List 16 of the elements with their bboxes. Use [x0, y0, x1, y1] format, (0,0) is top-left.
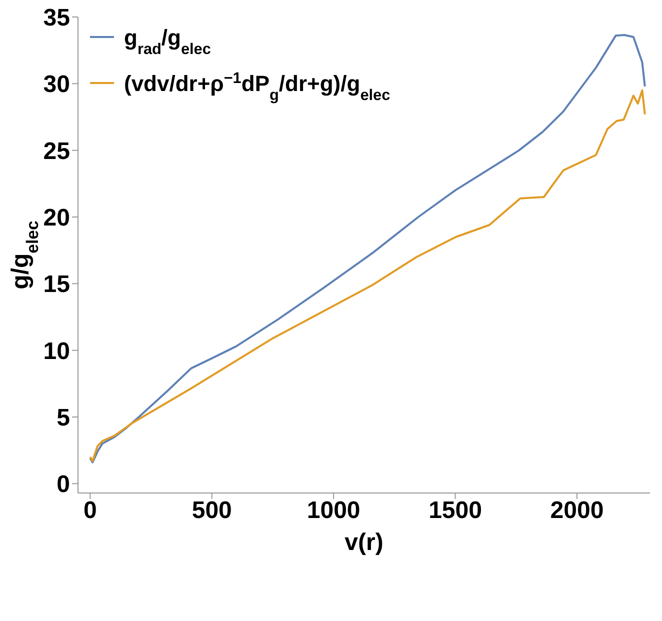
x-tick-label: 1500 — [428, 497, 482, 524]
y-tick-label: 10 — [43, 338, 70, 365]
x-axis-title: v(r) — [344, 529, 384, 556]
y-tick-label: 30 — [43, 71, 70, 98]
legend-label: g$_{rad}$/g$_{elec}$ — [124, 25, 212, 58]
y-tick-label: 5 — [56, 404, 70, 432]
y-tick-label: 35 — [43, 4, 70, 32]
y-tick-label: 25 — [43, 138, 70, 165]
legend-label: (vdv/dr+ρ$^{−1}$dP$_{g}$/dr+g)/g$_{elec}$ — [124, 70, 391, 104]
y-tick-label: 0 — [56, 471, 70, 498]
x-tick-label: 0 — [83, 497, 97, 524]
x-tick-label: 2000 — [550, 497, 604, 524]
x-tick-label: 1000 — [306, 497, 360, 524]
x-tick-label: 500 — [192, 497, 232, 524]
y-tick-label: 15 — [43, 271, 70, 298]
y-tick-label: 20 — [43, 204, 70, 232]
